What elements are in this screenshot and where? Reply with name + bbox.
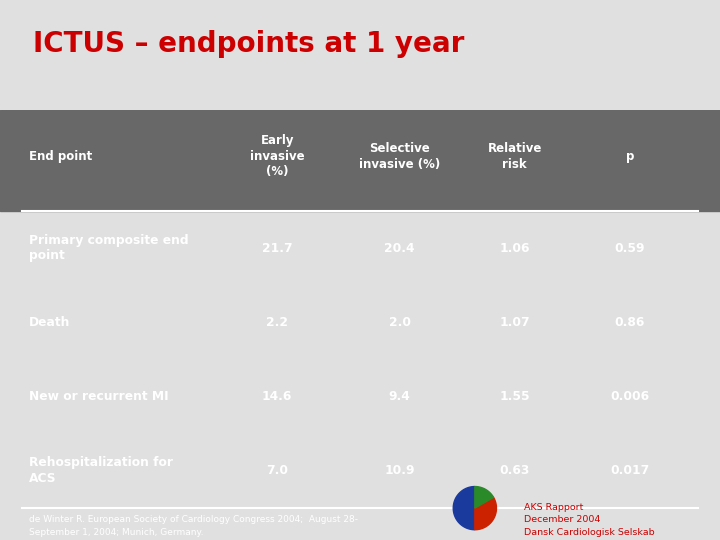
Text: 7.0: 7.0 <box>266 464 288 477</box>
Text: Primary composite end
point: Primary composite end point <box>29 234 189 262</box>
Text: 10.9: 10.9 <box>384 464 415 477</box>
Text: de Winter R. European Society of Cardiology Congress 2004;  August 28-
September: de Winter R. European Society of Cardiol… <box>29 516 358 537</box>
Text: 0.59: 0.59 <box>615 242 645 255</box>
Text: Early
invasive
(%): Early invasive (%) <box>250 134 305 178</box>
Text: 0.63: 0.63 <box>500 464 530 477</box>
Text: New or recurrent MI: New or recurrent MI <box>29 390 168 403</box>
Polygon shape <box>454 487 475 530</box>
Text: Death: Death <box>29 316 70 329</box>
Text: Relative
risk: Relative risk <box>487 142 542 171</box>
Text: AKS Rapport
December 2004
Dansk Cardiologisk Selskab: AKS Rapport December 2004 Dansk Cardiolo… <box>523 503 654 537</box>
Text: 0.86: 0.86 <box>615 316 645 329</box>
Text: 9.4: 9.4 <box>389 390 410 403</box>
Text: 21.7: 21.7 <box>262 242 292 255</box>
Text: Selective
invasive (%): Selective invasive (%) <box>359 142 440 171</box>
Polygon shape <box>475 497 496 530</box>
Polygon shape <box>475 487 493 508</box>
Text: 0.017: 0.017 <box>611 464 649 477</box>
Text: 1.06: 1.06 <box>500 242 530 255</box>
Text: 1.07: 1.07 <box>500 316 530 329</box>
Text: ICTUS – endpoints at 1 year: ICTUS – endpoints at 1 year <box>33 30 464 58</box>
Text: End point: End point <box>29 150 92 163</box>
Text: 2.0: 2.0 <box>389 316 410 329</box>
Text: 2.2: 2.2 <box>266 316 288 329</box>
Text: 20.4: 20.4 <box>384 242 415 255</box>
Text: 0.006: 0.006 <box>611 390 649 403</box>
Text: 14.6: 14.6 <box>262 390 292 403</box>
Text: p: p <box>626 150 634 163</box>
Bar <box>0 110 720 211</box>
Text: Rehospitalization for
ACS: Rehospitalization for ACS <box>29 456 173 485</box>
Text: 1.55: 1.55 <box>500 390 530 403</box>
